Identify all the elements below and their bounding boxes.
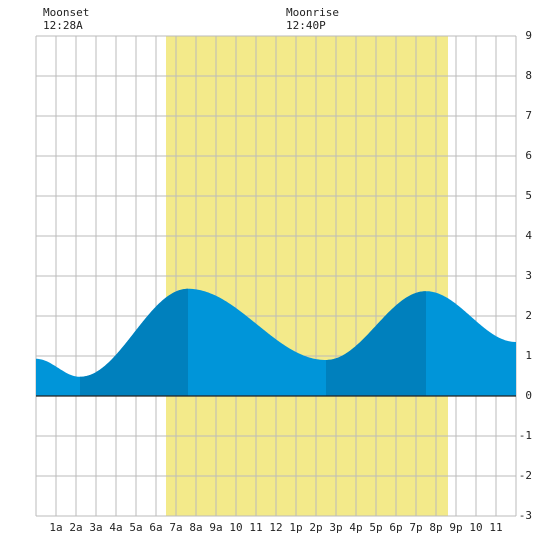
- x-tick-label: 6a: [149, 521, 163, 534]
- x-tick-label: 6p: [389, 521, 403, 534]
- y-tick-label: 6: [525, 149, 532, 162]
- x-tick-label: 4p: [349, 521, 363, 534]
- moonset-annotation: Moonset 12:28A: [43, 6, 89, 32]
- x-tick-label: 5a: [129, 521, 143, 534]
- x-tick-label: 2a: [69, 521, 83, 534]
- y-tick-label: 5: [525, 189, 532, 202]
- x-tick-label: 10: [229, 521, 243, 534]
- tide-rising-area: [80, 288, 188, 396]
- x-tick-label: 1a: [49, 521, 63, 534]
- x-tick-label: 4a: [109, 521, 123, 534]
- moonrise-annotation: Moonrise 12:40P: [286, 6, 339, 32]
- tide-rising-area: [326, 291, 426, 396]
- y-tick-label: 1: [525, 349, 532, 362]
- y-tick-label: 8: [525, 69, 532, 82]
- x-tick-label: 1p: [289, 521, 303, 534]
- x-tick-label: 11: [249, 521, 263, 534]
- x-tick-label: 9a: [209, 521, 223, 534]
- x-tick-label: 5p: [369, 521, 383, 534]
- moonrise-time: 12:40P: [286, 19, 326, 32]
- y-tick-label: 2: [525, 309, 532, 322]
- moonrise-label: Moonrise: [286, 6, 339, 19]
- x-tick-label: 8p: [429, 521, 443, 534]
- y-tick-label: -2: [518, 469, 532, 482]
- y-tick-label: 7: [525, 109, 532, 122]
- x-tick-label: 7p: [409, 521, 423, 534]
- x-tick-label: 9p: [449, 521, 463, 534]
- x-tick-label: 3a: [89, 521, 103, 534]
- x-tick-label: 10: [469, 521, 483, 534]
- moonset-time: 12:28A: [43, 19, 83, 32]
- y-tick-label: -3: [518, 509, 532, 522]
- x-tick-label: 8a: [189, 521, 203, 534]
- y-tick-label: 0: [525, 389, 532, 402]
- moonset-label: Moonset: [43, 6, 90, 19]
- y-tick-label: 4: [525, 229, 532, 242]
- y-tick-label: 3: [525, 269, 532, 282]
- y-tick-label: -1: [518, 429, 532, 442]
- y-tick-label: 9: [525, 29, 532, 42]
- x-tick-label: 2p: [309, 521, 323, 534]
- x-tick-label: 3p: [329, 521, 343, 534]
- x-tick-label: 7a: [169, 521, 183, 534]
- x-tick-label: 11: [489, 521, 503, 534]
- x-tick-label: 12: [269, 521, 283, 534]
